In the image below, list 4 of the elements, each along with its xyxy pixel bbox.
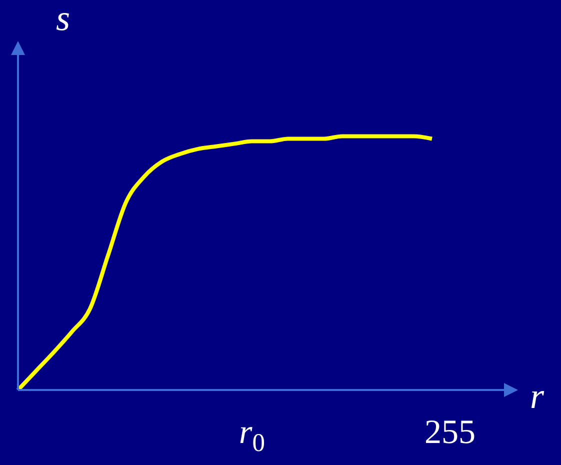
x-tick-label: r$_{0}$	[239, 414, 265, 457]
x-tick-label: 255	[424, 414, 476, 451]
y-axis-title: s	[56, 0, 70, 38]
x-axis-title: r	[530, 376, 545, 416]
